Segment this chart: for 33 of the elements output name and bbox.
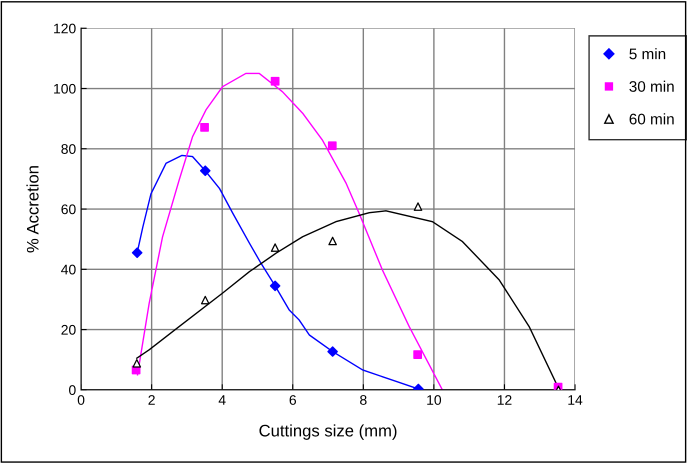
legend-label: 30 min (629, 80, 674, 92)
y-tick-label: 0 (69, 385, 76, 396)
point (200, 296, 210, 304)
x-tick-label: 8 (360, 395, 367, 405)
y-axis-title: % Accretion (26, 166, 39, 252)
point (328, 141, 337, 150)
y-tick-label: 60 (61, 204, 76, 214)
x-tick-label: 12 (498, 395, 512, 405)
point (270, 243, 280, 252)
x-tick-label: 0 (78, 395, 84, 405)
point (200, 165, 211, 176)
y-tick-label: 100 (54, 84, 76, 94)
point (327, 346, 338, 357)
y-tick-label: 20 (61, 324, 76, 335)
point (414, 202, 422, 211)
point (132, 247, 142, 258)
point (413, 350, 422, 359)
point (132, 359, 142, 368)
y-tick-label: 120 (54, 24, 76, 34)
y-tick-label: 80 (61, 144, 76, 154)
legend-label: 60 min (630, 113, 674, 124)
x-tick-label: 10 (427, 395, 442, 405)
y-tick-label: 40 (61, 264, 76, 274)
x-tick-label: 6 (290, 395, 296, 405)
x-axis-title: Cuttings size (mm) (259, 424, 396, 440)
x-tick-label: 4 (218, 395, 226, 405)
point (270, 76, 280, 86)
x-tick-label: 2 (148, 395, 155, 405)
point (200, 123, 209, 132)
point (328, 236, 337, 246)
point (270, 280, 280, 292)
legend-label: 5 min (629, 48, 666, 60)
x-tick-label: 14 (568, 395, 582, 405)
